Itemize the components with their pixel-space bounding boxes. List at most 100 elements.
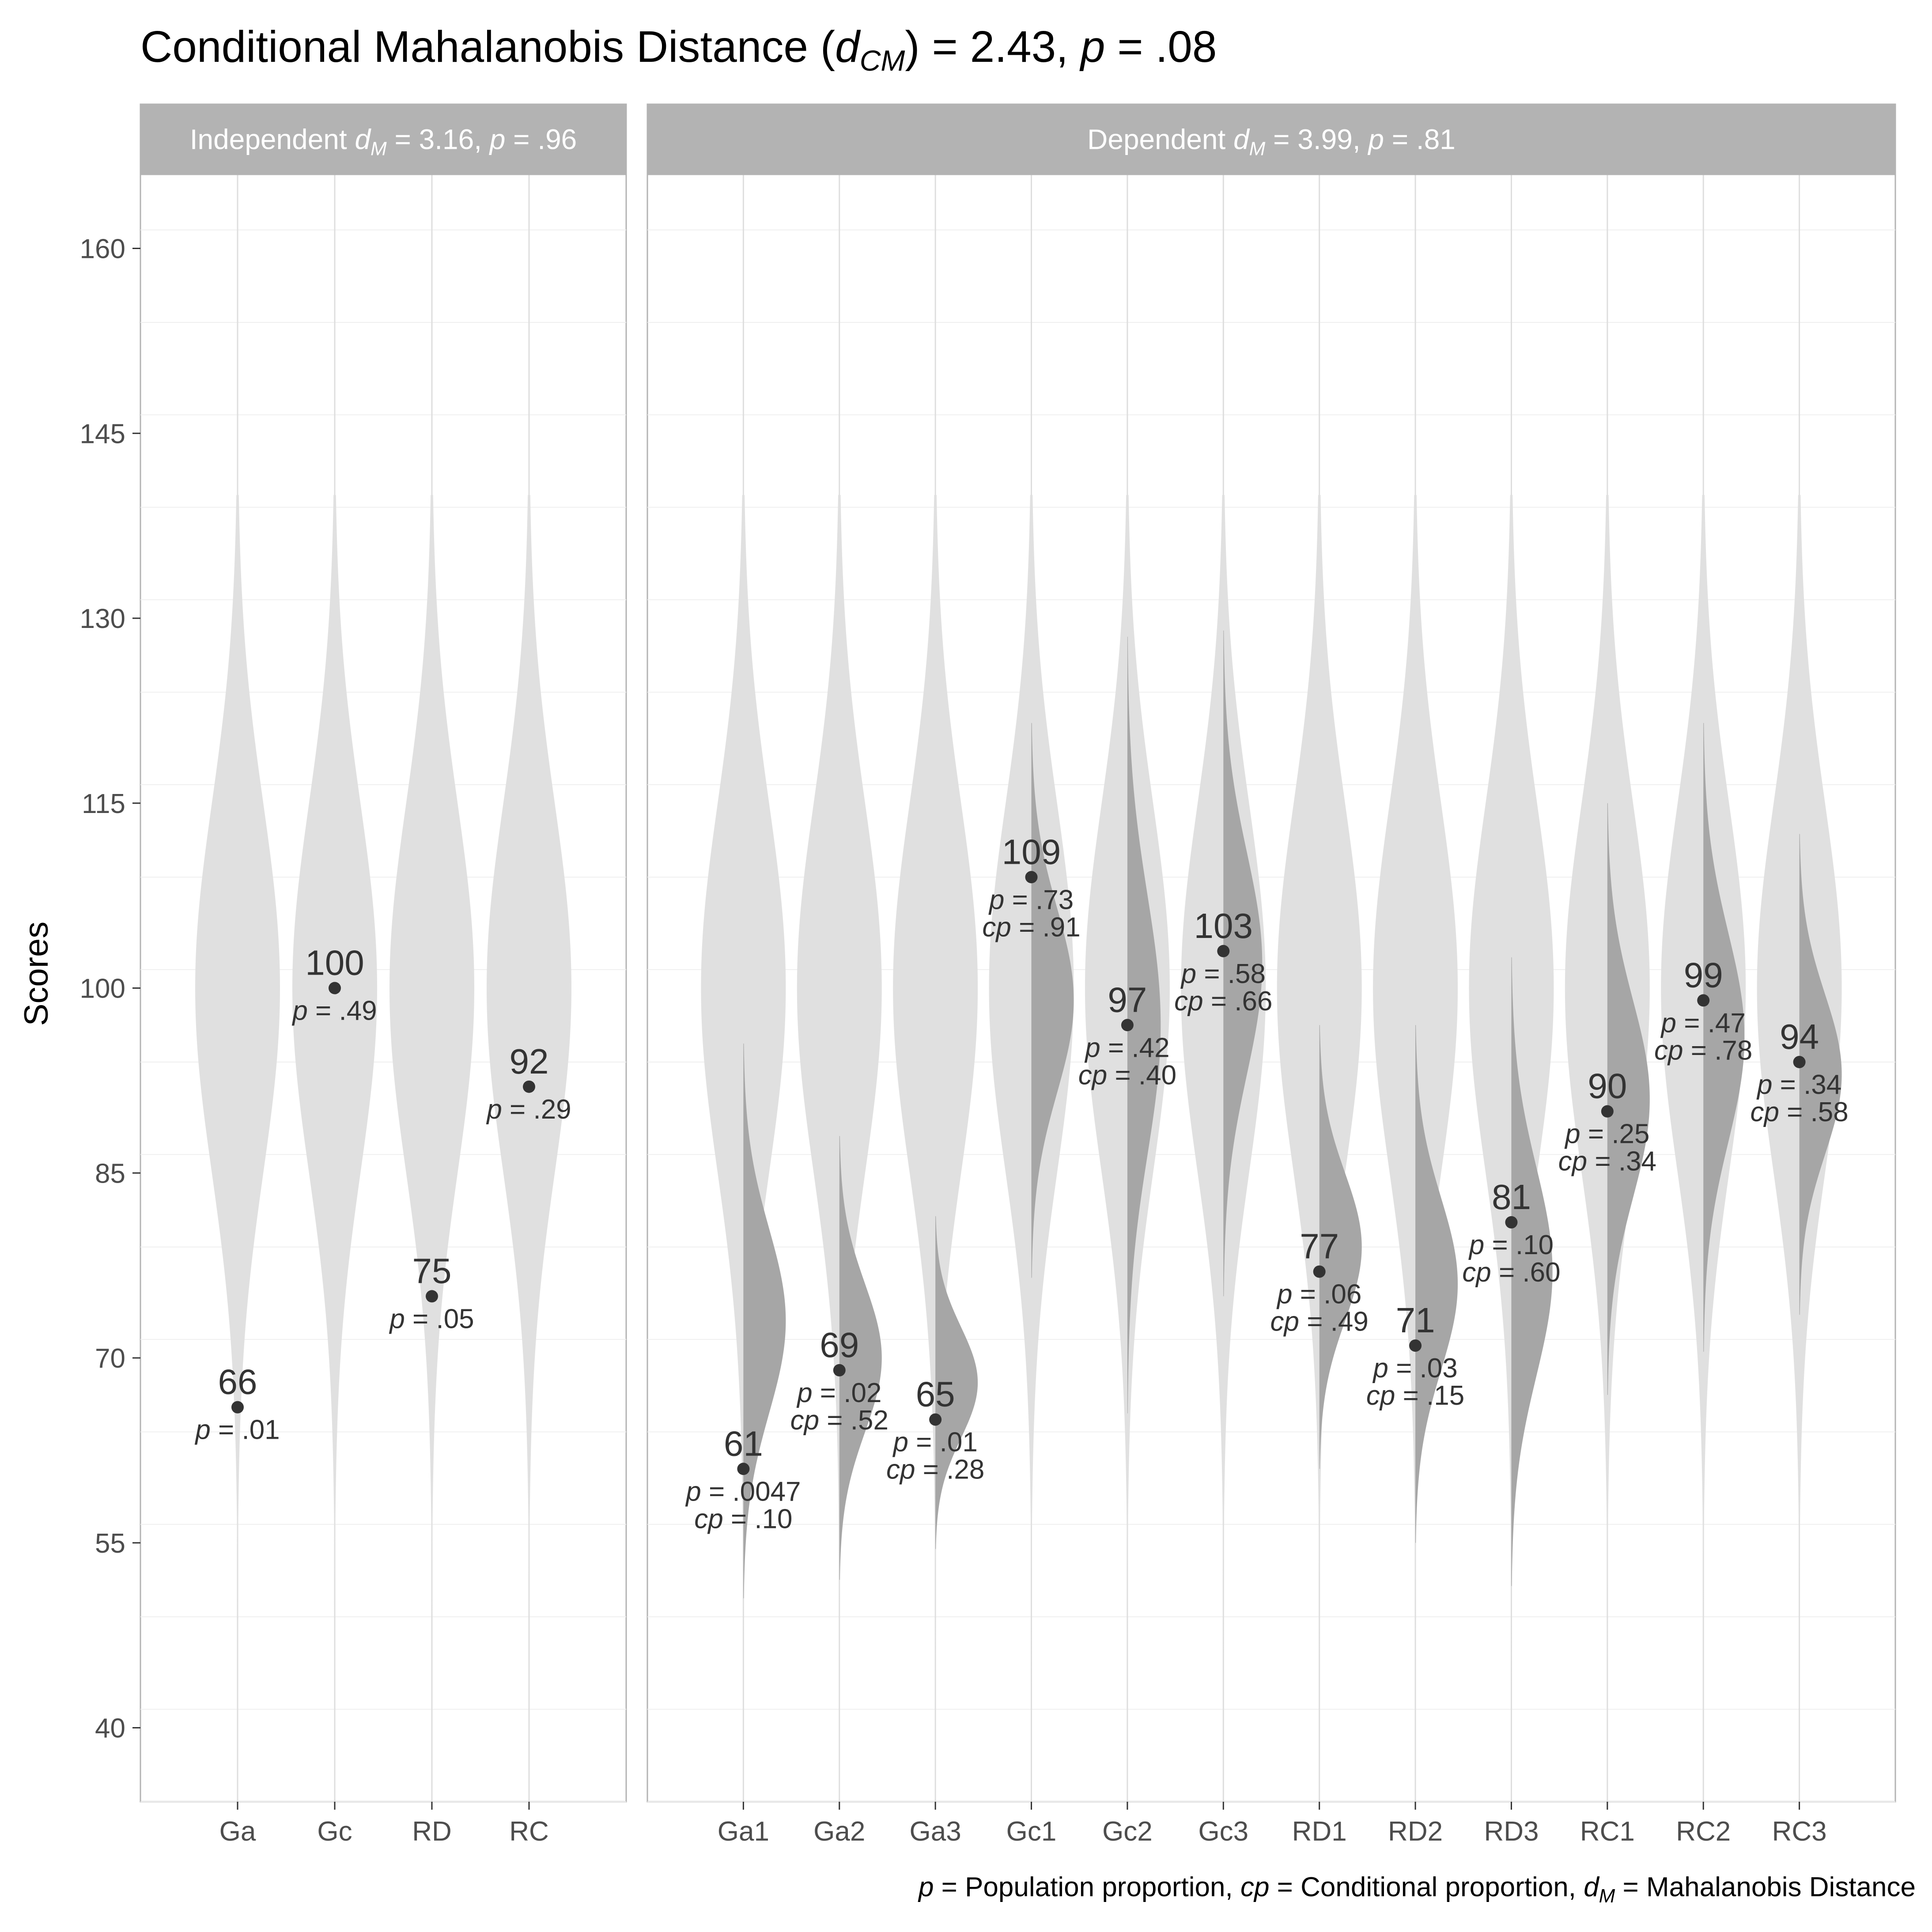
cp-label: cp = .52 [790, 1405, 888, 1436]
value-label: 69 [820, 1325, 859, 1365]
x-tick-label: RC1 [1580, 1816, 1635, 1847]
chart-title: Conditional Mahalanobis Distance (dCM) =… [140, 22, 1217, 77]
value-label: 75 [412, 1251, 452, 1290]
conditional-violin-Gc1 [1031, 723, 1074, 1278]
value-label: 66 [218, 1362, 257, 1402]
x-tick-label: RC3 [1772, 1816, 1827, 1847]
panel-strip [140, 103, 627, 175]
p-label: p = .06 [1276, 1279, 1361, 1310]
x-tick-label: Ga [219, 1816, 256, 1847]
caption-d-text: = Mahalanobis Distance [1615, 1872, 1916, 1902]
caption-cp-text: = Conditional proportion, [1269, 1872, 1584, 1902]
point-Ga2 [833, 1364, 846, 1376]
conditional-violin-RD1 [1319, 1025, 1362, 1469]
point-RC2 [1697, 994, 1710, 1007]
value-label: 100 [305, 943, 364, 983]
point-RC3 [1793, 1056, 1806, 1068]
caption: p = Population proportion, cp = Conditio… [918, 1872, 1916, 1907]
cp-label: cp = .60 [1462, 1257, 1560, 1288]
value-label: 77 [1300, 1227, 1339, 1266]
p-label: p = .02 [796, 1378, 881, 1408]
p-label: p = .0047 [685, 1476, 801, 1507]
point-Ga3 [929, 1413, 942, 1426]
panels: Independent dM = 3.16, p = .96 66 p = .01 1… [140, 103, 1896, 1847]
cp-label: cp = .91 [982, 912, 1080, 942]
point-labels: 66 p = .01 100 p = .49 75 p = .05 92 p = .29 [194, 943, 571, 1445]
cp-label: cp = .78 [1654, 1035, 1752, 1066]
point-RD [426, 1290, 438, 1303]
point-Gc [329, 982, 341, 994]
y-tick-label: 55 [95, 1528, 125, 1559]
x-tick-label: Ga1 [718, 1816, 769, 1847]
point-Gc2 [1121, 1019, 1134, 1032]
value-label: 81 [1492, 1177, 1531, 1217]
cp-label: cp = .40 [1078, 1060, 1176, 1090]
x-tick-label: Ga2 [813, 1816, 865, 1847]
panel-strip [647, 103, 1896, 175]
cp-label: cp = .49 [1270, 1307, 1369, 1337]
value-label: 65 [916, 1375, 955, 1414]
point-RC [523, 1080, 535, 1093]
y-tick-label: 145 [80, 419, 125, 449]
violin-Gc [292, 495, 377, 1728]
title-p-suffix: = .08 [1105, 22, 1217, 72]
point-Ga [231, 1401, 244, 1414]
value-label: 92 [510, 1042, 549, 1081]
caption-cp: cp [1240, 1872, 1269, 1902]
title-p-symbol: p [1079, 22, 1105, 72]
point-RC1 [1601, 1105, 1614, 1118]
cp-label: cp = .66 [1174, 986, 1272, 1017]
x-tick-label: RD [412, 1816, 452, 1847]
conditional-violin-RC2 [1703, 723, 1745, 1352]
panel-strip-label: Dependent dM = 3.99, p = .81 [1087, 124, 1456, 160]
value-label: 109 [1002, 832, 1061, 871]
conditional-violin-Ga3 [935, 1216, 978, 1549]
x-tick-label: RC2 [1676, 1816, 1731, 1847]
cp-label: cp = .58 [1750, 1097, 1848, 1127]
point-Gc1 [1025, 871, 1038, 884]
p-label: p = .01 [194, 1415, 280, 1445]
x-tick-label: RD1 [1292, 1816, 1347, 1847]
cp-label: cp = .15 [1366, 1380, 1464, 1411]
y-tick-label: 160 [80, 234, 125, 265]
x-tick-label: RD2 [1388, 1816, 1443, 1847]
title-prefix: Conditional Mahalanobis Distance ( [140, 22, 835, 72]
p-label: p = .47 [1660, 1008, 1746, 1038]
p-label: p = .29 [486, 1094, 571, 1125]
panel-strip-label: Independent dM = 3.16, p = .96 [190, 124, 577, 160]
title-subscript: CM [860, 44, 905, 77]
x-tick-label: Gc1 [1006, 1816, 1057, 1847]
x-tick-label: Gc2 [1102, 1816, 1153, 1847]
violin-Ga [195, 495, 280, 1728]
violin-Ga3 [893, 495, 978, 1728]
value-label: 94 [1780, 1017, 1819, 1056]
violins [195, 495, 571, 1728]
conditional-violin-RD2 [1415, 1025, 1458, 1543]
conditional-violin-Ga1 [743, 1044, 786, 1599]
panel-1: Independent dM = 3.16, p = .96 66 p = .01 1… [140, 103, 627, 1847]
conditional-violin-RC3 [1799, 834, 1842, 1315]
y-tick-label: 115 [82, 789, 125, 819]
violin-RC [487, 495, 571, 1728]
caption-d: d [1584, 1872, 1600, 1902]
y-tick-label: 100 [80, 974, 125, 1004]
p-label: p = .34 [1756, 1070, 1841, 1100]
caption-p-text: = Population proportion, [934, 1872, 1240, 1902]
violin-Ga2 [797, 495, 882, 1728]
point-Ga1 [737, 1463, 750, 1475]
value-label: 97 [1108, 980, 1147, 1019]
caption-d-sub: M [1599, 1885, 1615, 1907]
conditional-violin-Gc3 [1223, 630, 1263, 1297]
conditional-violin-Gc2 [1127, 636, 1161, 1414]
title-symbol: d [835, 22, 861, 72]
cp-label: cp = .10 [694, 1504, 792, 1534]
point-RD1 [1313, 1265, 1326, 1278]
point-RD2 [1409, 1339, 1422, 1352]
violin-RD [389, 495, 474, 1728]
p-label: p = .42 [1084, 1032, 1169, 1063]
p-label: p = .01 [892, 1427, 977, 1458]
p-label: p = .73 [988, 885, 1074, 915]
y-tick-label: 85 [95, 1158, 125, 1189]
value-label: 71 [1396, 1301, 1435, 1340]
